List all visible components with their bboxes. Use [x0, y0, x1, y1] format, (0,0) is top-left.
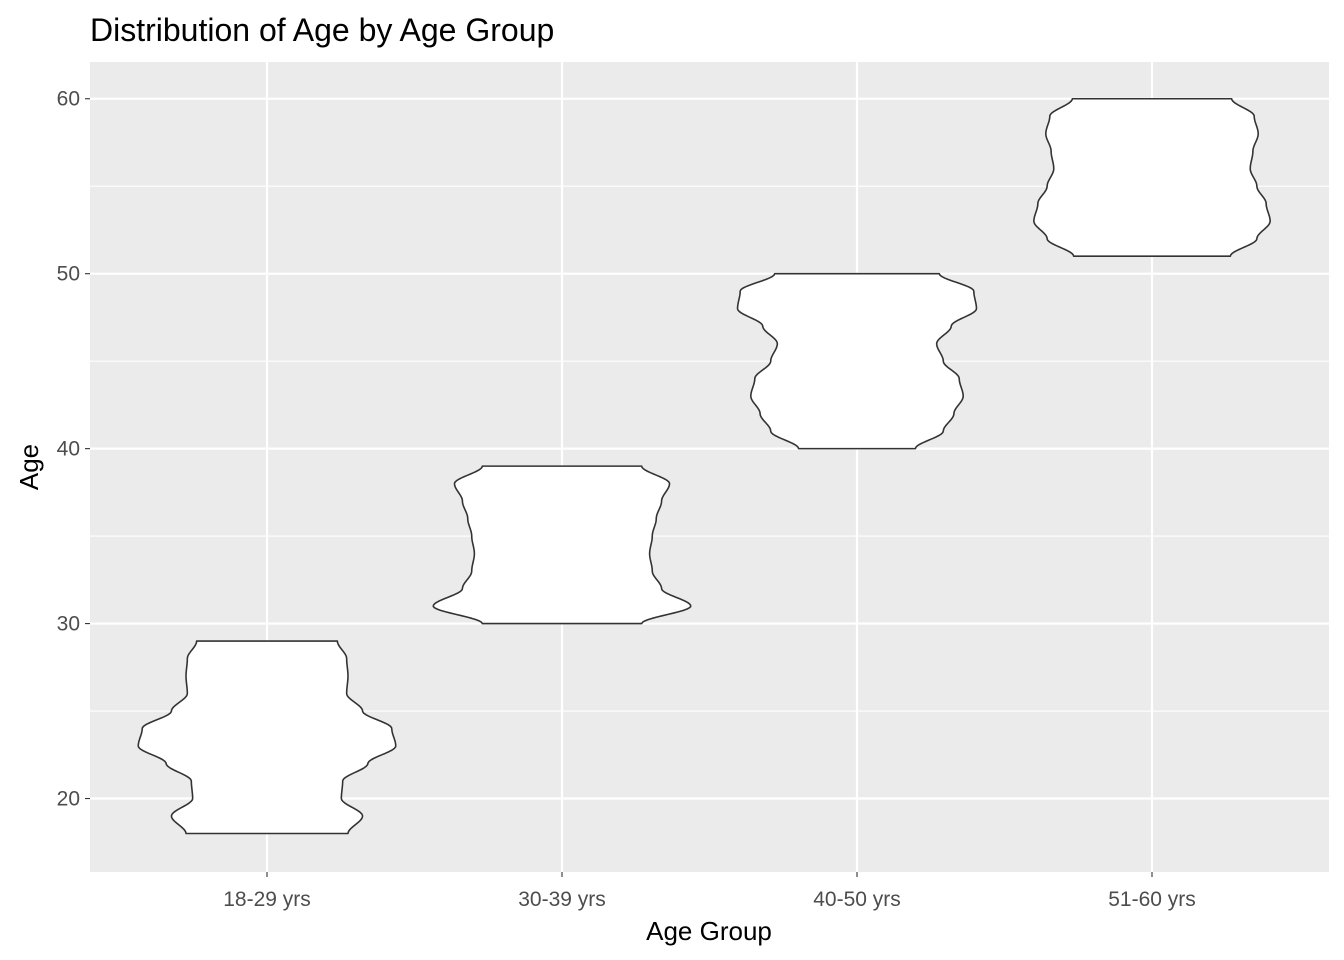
- y-tick-label: 60: [57, 88, 80, 111]
- x-tick-label: 18-29 yrs: [223, 888, 311, 911]
- y-tick-label: 20: [57, 788, 80, 811]
- x-axis-title: Age Group: [646, 916, 772, 946]
- x-tick-label: 30-39 yrs: [518, 888, 606, 911]
- violin-51-60-yrs: [1033, 97, 1271, 257]
- axes: 20 30 40 50 60 18-29 yrs 30-39 yrs 40-50 yrs 51-…: [57, 88, 1196, 911]
- chart-title: Distribution of Age by Age Group: [90, 12, 554, 48]
- y-tick-label: 40: [57, 438, 80, 461]
- x-tick-label: 40-50 yrs: [813, 888, 901, 911]
- y-tick-label: 30: [57, 613, 80, 636]
- y-tick-label: 50: [57, 263, 80, 286]
- x-tick-label: 51-60 yrs: [1108, 888, 1196, 911]
- violin-40-50-yrs: [736, 272, 978, 450]
- violin-18-29-yrs: [137, 640, 397, 835]
- violin-30-39-yrs: [432, 465, 692, 625]
- violins: [137, 97, 1271, 835]
- y-axis-title: Age: [14, 444, 44, 490]
